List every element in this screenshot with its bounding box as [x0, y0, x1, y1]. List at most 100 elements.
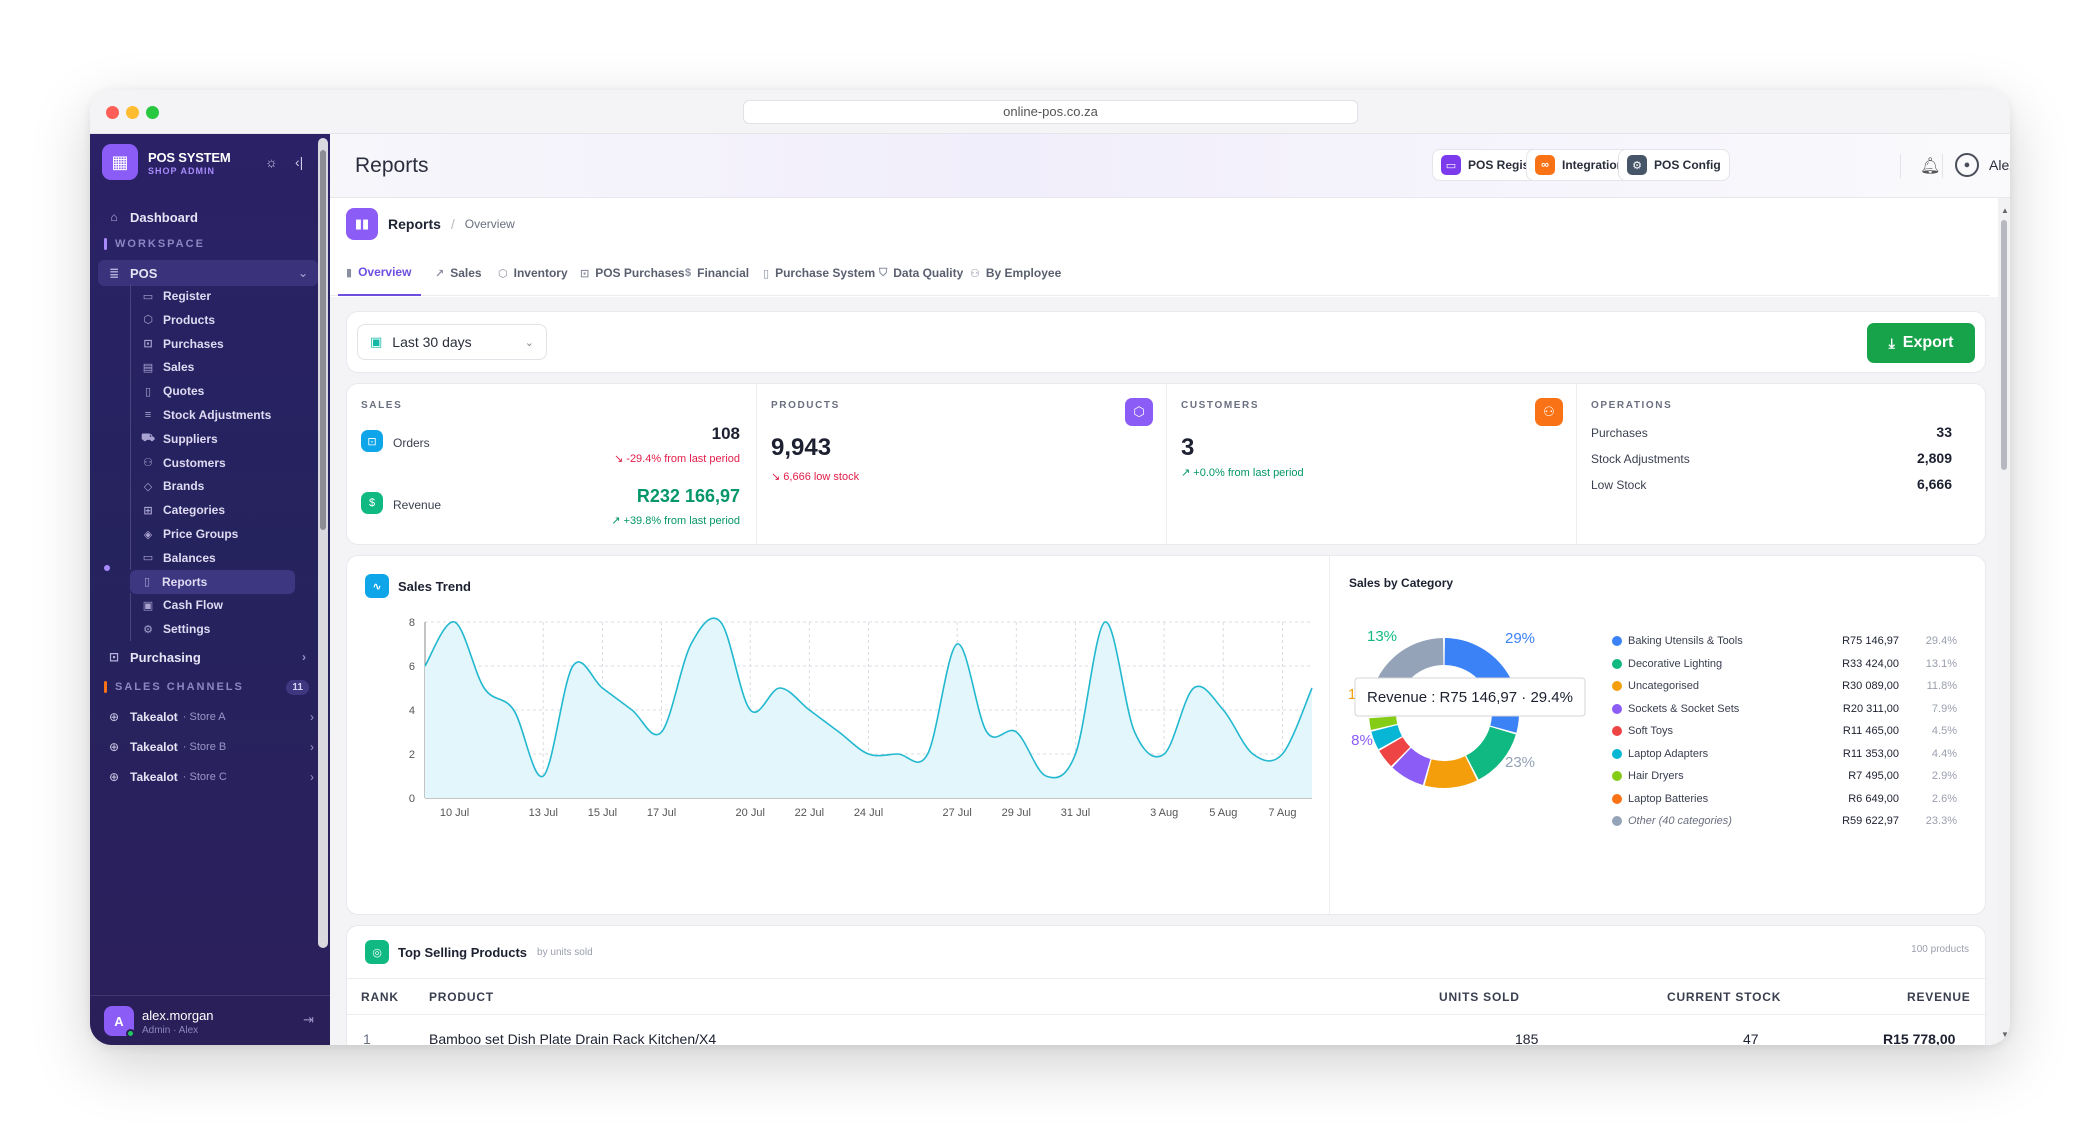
sidebar-item-label: Cash Flow [163, 598, 224, 613]
maximize-window-button[interactable] [146, 106, 159, 119]
sidebar-item-reports[interactable]: ▯ Reports [130, 569, 295, 594]
sidebar-item-stock-adjustments[interactable]: ≡ Stock Adjustments [130, 403, 295, 427]
pos-config-button[interactable]: ⚙ POS Config [1618, 149, 1730, 181]
user-profile[interactable]: A alex.morgan Admin · Alex ⇥ [90, 995, 330, 1045]
main-scrollbar[interactable]: ▲ ▼ [1998, 198, 2010, 1045]
stat-label: PRODUCTS [771, 400, 840, 411]
sidebar-item-register[interactable]: ▭ Register [130, 284, 295, 308]
theme-toggle-icon[interactable]: ☼ [265, 154, 278, 170]
main-scrollbar-thumb[interactable] [2001, 220, 2007, 470]
tab-financial[interactable]: $ Financial [685, 250, 749, 296]
legend-label: Other (40 categories) [1628, 815, 1732, 827]
user-menu[interactable]: ●Alex⌄ [1955, 153, 2010, 177]
tab-pos-purchases[interactable]: ⊡ POS Purchases [580, 250, 685, 296]
donut-slice[interactable] [1379, 737, 1411, 767]
sidebar-scrollbar-thumb[interactable] [320, 150, 326, 530]
link-icon: ∞ [1535, 155, 1555, 175]
chart-tooltip [1354, 677, 1586, 717]
scroll-up-icon[interactable]: ▲ [2001, 206, 2009, 215]
customers-value: 3 [1181, 434, 1195, 461]
sidebar-item-categories[interactable]: ⊞ Categories [130, 498, 295, 523]
operations-row-value: 2,809 [1916, 450, 1952, 466]
sidebar-item-settings[interactable]: ⚙ Settings [130, 617, 295, 642]
legend-percent: 11.8% [1926, 680, 1957, 692]
donut-slice[interactable] [1369, 716, 1398, 730]
sidebar-item-products[interactable]: ⬡ Products [130, 307, 295, 332]
minimize-window-button[interactable] [126, 106, 139, 119]
column-header-units-sold[interactable]: UNITS SOLD [1439, 990, 1520, 1004]
box-icon: ⬡ [1125, 398, 1153, 426]
activity-icon: ∿ [365, 574, 389, 598]
legend-item[interactable]: Laptop Adapters R11 353,00 4.4% [1612, 743, 1957, 765]
register-icon: ▭ [142, 290, 154, 303]
sidebar-item-dashboard[interactable]: ⌂ Dashboard [104, 204, 198, 230]
logout-icon[interactable]: ⇥ [303, 1012, 314, 1027]
users-icon: ⚇ [143, 457, 153, 470]
export-button[interactable]: ⤓ Export [1867, 323, 1975, 363]
legend-item[interactable]: Sockets & Socket Sets R20 311,00 7.9% [1612, 698, 1957, 720]
donut-slice[interactable] [1466, 726, 1516, 780]
sidebar-item-label: Settings [163, 622, 211, 637]
sidebar-item-quotes[interactable]: ▯ Quotes [130, 379, 295, 404]
sidebar-item-suppliers[interactable]: ⛟ Suppliers [130, 426, 295, 451]
legend-item[interactable]: Decorative Lighting R33 424,00 13.1% [1612, 653, 1957, 675]
operations-row-value: 6,666 [1916, 476, 1952, 492]
breadcrumb-page[interactable]: Reports [388, 216, 441, 232]
donut-slice[interactable] [1392, 747, 1431, 785]
sidebar-item-label: Products [163, 312, 216, 327]
legend-item[interactable]: Hair Dryers R7 495,00 2.9% [1612, 765, 1957, 787]
legend-percent: 4.4% [1931, 747, 1957, 760]
low-stock-note: ↘ 6,666 low stock [771, 471, 860, 483]
sidebar-scrollbar[interactable] [318, 138, 328, 948]
sidebar-item-pos[interactable]: ≣ POS ⌄ [98, 260, 318, 286]
sidebar-item-cash-flow[interactable]: ▣ Cash Flow [130, 593, 295, 618]
sidebar-channel-item[interactable]: ⊕ Takealot · Store B › [104, 734, 314, 760]
tab-overview[interactable]: ▮ Overview [338, 250, 422, 296]
sidebar-item-customers[interactable]: ⚇ Customers [130, 450, 295, 475]
sidebar-item-purchases[interactable]: ⊡ Purchases [130, 331, 295, 356]
column-header-current-stock[interactable]: CURRENT STOCK [1667, 990, 1782, 1004]
sidebar-channel-item[interactable]: ⊕ Takealot · Store C › [104, 764, 314, 790]
card-title-text: Top Selling Products [398, 944, 528, 960]
sidebar-item-label: Reports [162, 574, 208, 589]
divider [1900, 154, 1901, 178]
customers-change-text: +0.0% from last period [1193, 467, 1304, 479]
products-count: 100 products [1911, 944, 1969, 955]
legend-item[interactable]: Uncategorised R30 089,00 11.8% [1612, 675, 1957, 697]
legend-item[interactable]: Laptop Batteries R6 649,00 2.6% [1612, 788, 1957, 810]
brand-title: POS SYSTEM [148, 150, 231, 165]
legend-item[interactable]: Baking Utensils & Tools R75 146,97 29.4% [1612, 630, 1957, 652]
tab-by-employee[interactable]: ⚇ By Employee [970, 250, 1061, 296]
sidebar-item-price-groups[interactable]: ◈ Price Groups [130, 522, 295, 546]
legend-item[interactable]: Soft Toys R11 465,00 4.5% [1612, 720, 1957, 742]
sidebar-channel-item[interactable]: ⊕ Takealot · Store A › [104, 704, 314, 730]
charts-card: ∿ Sales Trend 0 2 4 6 8 10 Jul 13 Jul 15 Jul 17 J… [346, 555, 1986, 916]
collapse-sidebar-icon[interactable]: ‹| [295, 154, 304, 170]
close-window-button[interactable] [106, 106, 119, 119]
sidebar-item-sales[interactable]: ▤ Sales [130, 355, 295, 380]
legend-item[interactable]: Other (40 categories) R59 622,97 23.3% [1612, 810, 1957, 832]
tab-purchase-system[interactable]: ▯ Purchase System [763, 250, 875, 296]
sidebar-item-purchasing[interactable]: ⊡ Purchasing › [104, 644, 306, 670]
legend-swatch [1612, 816, 1622, 826]
address-bar[interactable]: online-pos.co.za [743, 100, 1358, 124]
divider [1329, 556, 1330, 916]
donut-slice[interactable] [1424, 756, 1478, 788]
date-range-select[interactable]: ▣ Last 30 days ⌄ [357, 324, 547, 360]
user-role: Admin · Alex [142, 1025, 199, 1036]
sidebar-item-brands[interactable]: ◇ Brands [130, 474, 295, 499]
tab-inventory[interactable]: ⬡ Inventory [498, 250, 568, 296]
tab-sales[interactable]: ↗ Sales [435, 250, 482, 296]
bar-chart-icon: ▮ [346, 266, 353, 279]
sidebar-item-label: Purchasing [130, 649, 201, 665]
price-tag-icon: ◈ [143, 528, 153, 541]
column-header-revenue[interactable]: REVENUE [1907, 990, 1971, 1004]
tab-data-quality[interactable]: ⛉ Data Quality [879, 250, 963, 296]
scroll-down-icon[interactable]: ▼ [2001, 1030, 2009, 1039]
bell-icon[interactable]: 🔔︎ [1920, 158, 1941, 175]
donut-slice[interactable] [1371, 725, 1402, 750]
column-header-rank[interactable]: RANK [361, 990, 399, 1004]
channel-name: Takealot [130, 710, 178, 724]
column-header-product[interactable]: PRODUCT [429, 990, 494, 1004]
sidebar-item-balances[interactable]: ▭ Balances [130, 545, 295, 570]
